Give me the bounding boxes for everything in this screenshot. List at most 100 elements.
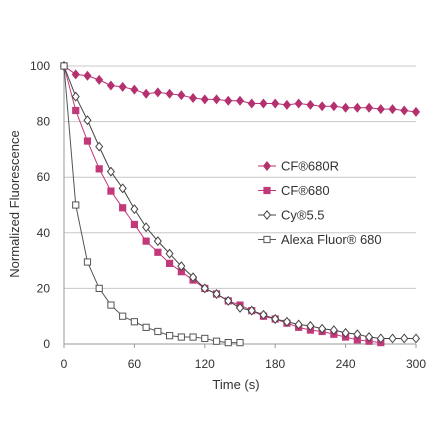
data-point — [200, 94, 209, 105]
data-point — [119, 204, 127, 212]
data-point — [294, 98, 303, 109]
legend-marker — [262, 210, 272, 220]
legend-item: CF®680R — [258, 159, 339, 174]
data-point — [95, 74, 104, 85]
x-tick-label: 60 — [128, 357, 142, 371]
data-point — [83, 258, 92, 266]
data-point — [83, 137, 92, 145]
data-point — [118, 81, 127, 92]
data-point — [130, 204, 139, 215]
axes: 0 20 40 60 80 100 0 60 120 180 240 300 — [30, 59, 426, 371]
data-point — [130, 318, 139, 326]
data-point — [166, 332, 174, 340]
data-point — [71, 69, 80, 80]
y-tick-label: 80 — [37, 115, 51, 129]
data-point — [376, 104, 385, 115]
x-tick-label: 120 — [195, 357, 215, 371]
data-point — [365, 332, 374, 343]
data-point — [247, 98, 256, 109]
data-point — [153, 87, 162, 98]
data-point — [353, 329, 362, 340]
x-tick-label: 0 — [61, 357, 68, 371]
y-tick-label: 100 — [30, 59, 50, 73]
grid — [64, 65, 416, 289]
series-line — [63, 65, 240, 344]
x-tick-label: 300 — [406, 357, 426, 371]
data-point — [106, 166, 115, 177]
data-point — [166, 259, 174, 267]
legend-marker — [262, 161, 272, 171]
data-point — [72, 201, 80, 209]
series-1 — [59, 61, 421, 117]
data-point — [95, 141, 104, 152]
legend-item: Alexa Fluor® 680 — [258, 232, 382, 247]
data-point — [189, 92, 198, 103]
data-point — [235, 95, 245, 106]
data-point — [259, 309, 268, 320]
data-point — [130, 84, 139, 95]
data-point — [165, 88, 174, 99]
y-axis-title: Normalized Fluorescence — [7, 130, 22, 277]
y-tick-label: 40 — [37, 226, 51, 240]
data-point — [177, 333, 185, 341]
legend-item: Cy®5.5 — [258, 208, 325, 223]
data-point — [153, 236, 162, 247]
data-point — [224, 295, 233, 306]
legend: CF®680R CF®680 Cy®5.5 Alexa Fluor® 680 — [258, 159, 382, 247]
data-point — [212, 288, 221, 299]
legend-marker — [263, 186, 271, 195]
data-point — [154, 248, 162, 256]
data-point — [107, 187, 115, 195]
data-point — [142, 222, 151, 233]
data-point — [83, 115, 92, 126]
data-point — [119, 312, 127, 320]
data-point — [353, 102, 362, 113]
legend-marker — [263, 235, 271, 244]
data-point — [329, 101, 338, 112]
data-point — [282, 316, 291, 327]
data-point — [235, 302, 245, 313]
legend-label: CF®680R — [281, 159, 339, 174]
y-tick-label: 0 — [43, 337, 50, 351]
x-axis-title: Time (s) — [212, 377, 259, 392]
data-point — [106, 80, 115, 91]
data-point — [95, 165, 103, 173]
data-point — [247, 305, 256, 316]
data-point — [71, 91, 80, 102]
data-point — [118, 183, 127, 194]
legend-label: Cy®5.5 — [281, 208, 325, 223]
data-point — [107, 301, 115, 309]
data-point — [200, 283, 209, 294]
data-point — [189, 272, 198, 283]
data-point — [341, 102, 350, 113]
data-point — [177, 90, 186, 101]
series — [59, 61, 421, 347]
data-point — [236, 339, 244, 347]
data-point — [224, 95, 233, 106]
data-point — [411, 106, 421, 117]
data-point — [259, 98, 268, 109]
data-point — [177, 261, 186, 272]
data-point — [282, 99, 291, 110]
data-point — [365, 102, 374, 113]
data-point — [142, 237, 150, 245]
legend-label: Alexa Fluor® 680 — [281, 232, 382, 247]
data-point — [189, 333, 197, 341]
data-point — [142, 88, 151, 99]
data-point — [388, 104, 397, 115]
legend-label: CF®680 — [281, 183, 330, 198]
data-point — [271, 98, 280, 109]
x-tick-label: 180 — [265, 357, 285, 371]
x-tick-label: 240 — [336, 357, 356, 371]
data-point — [411, 333, 421, 344]
data-point — [318, 101, 327, 112]
data-point — [306, 99, 315, 110]
series-line — [63, 65, 416, 339]
data-point — [165, 248, 174, 259]
y-tick-label: 60 — [37, 170, 51, 184]
data-point — [318, 323, 327, 334]
series-4 — [60, 62, 244, 347]
data-point — [130, 220, 139, 229]
